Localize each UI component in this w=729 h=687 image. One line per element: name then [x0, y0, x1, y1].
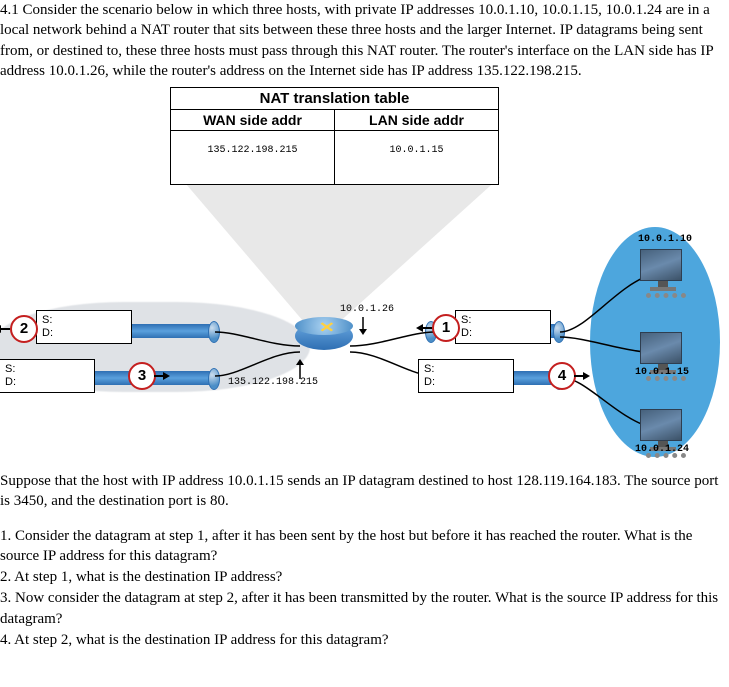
- arrow-step3: [154, 368, 172, 384]
- host-3-label: 10.0.1.24: [635, 444, 689, 455]
- nat-col2-header: LAN side addr: [335, 110, 498, 131]
- host-1-label: 10.0.1.10: [638, 234, 692, 245]
- sd-d: D:: [5, 376, 89, 389]
- intro-text: Consider the scenario below in which thr…: [0, 2, 713, 79]
- host-3-monitor: [640, 409, 686, 468]
- host-1-monitor: [640, 249, 686, 308]
- arrow-step4: [574, 368, 592, 384]
- nat-table-title: NAT translation table: [171, 88, 498, 110]
- problem-number: 4.1: [0, 2, 19, 18]
- sd-box-1: S: D:: [455, 310, 551, 344]
- host-2-label: 10.0.1.15: [635, 367, 689, 378]
- sd-s: S:: [461, 314, 545, 327]
- sd-box-3: S: D:: [0, 359, 95, 393]
- step-1-circle: 1: [432, 314, 460, 342]
- arrow-step1: [416, 320, 434, 336]
- host-2-monitor: [640, 332, 686, 391]
- sd-s: S:: [5, 363, 89, 376]
- question-3: 3. Now consider the datagram at step 2, …: [0, 588, 729, 629]
- sd-box-4: S: D:: [418, 359, 514, 393]
- router: ✕: [295, 322, 353, 362]
- step-4-circle: 4: [548, 362, 576, 390]
- question-2: 2. At step 1, what is the destination IP…: [0, 567, 729, 587]
- question-1: 1. Consider the datagram at step 1, afte…: [0, 526, 729, 567]
- sd-s: S:: [42, 314, 126, 327]
- nat-col2-value: 10.0.1.15: [335, 131, 498, 184]
- sd-box-2: S: D:: [36, 310, 132, 344]
- step-2-circle: 2: [10, 315, 38, 343]
- arrow-step2: [0, 321, 12, 337]
- intro-paragraph: 4.1 Consider the scenario below in which…: [0, 0, 729, 81]
- question-4: 4. At step 2, what is the destination IP…: [0, 630, 729, 650]
- step-3-circle: 3: [128, 362, 156, 390]
- sd-d: D:: [461, 327, 545, 340]
- lan-interface-label: 10.0.1.26: [340, 304, 394, 315]
- nat-col1-value: 135.122.198.215: [171, 131, 335, 184]
- wan-iface-arrow: [294, 357, 306, 381]
- diagram: NAT translation table WAN side addr LAN …: [0, 87, 729, 467]
- sd-d: D:: [42, 327, 126, 340]
- questions-block: 1. Consider the datagram at step 1, afte…: [0, 526, 729, 651]
- nat-table: NAT translation table WAN side addr LAN …: [170, 87, 499, 185]
- nat-col1-header: WAN side addr: [171, 110, 335, 131]
- sd-d: D:: [424, 376, 508, 389]
- sd-s: S:: [424, 363, 508, 376]
- scenario-paragraph: Suppose that the host with IP address 10…: [0, 471, 729, 512]
- lan-iface-arrow: [357, 317, 369, 337]
